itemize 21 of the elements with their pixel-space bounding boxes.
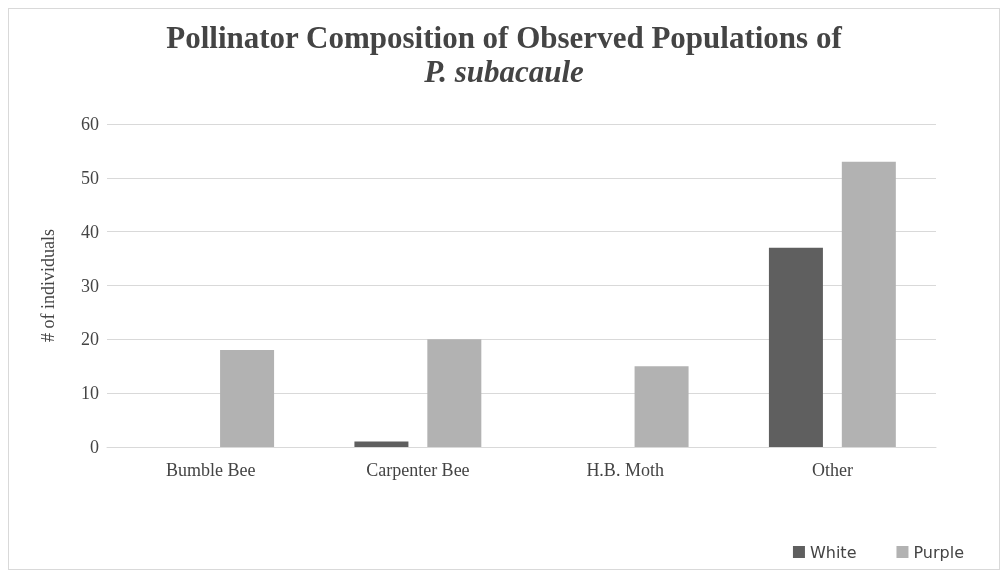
y-tick-label: 20 <box>81 329 99 350</box>
y-axis-title: # of individuals <box>38 229 58 342</box>
bar <box>354 441 409 447</box>
bar <box>634 366 689 447</box>
chart-title: Pollinator Composition of Observed Populations of P. subacaule <box>166 19 843 89</box>
y-tick-label: 10 <box>81 383 99 404</box>
y-tick-label: 40 <box>81 221 99 242</box>
legend-label: Purple <box>913 542 964 562</box>
x-tick-label: Bumble Bee <box>165 460 256 480</box>
x-tick-label: Other <box>811 460 853 480</box>
y-tick-label: 60 <box>81 114 99 134</box>
x-tick-label: H.B. Moth <box>586 460 664 480</box>
legend-label: White <box>809 542 857 562</box>
bar <box>427 339 482 447</box>
bar <box>220 350 275 447</box>
y-tick-label: 0 <box>90 437 99 457</box>
y-tick-label: 50 <box>81 167 99 188</box>
y-tick-label: 30 <box>81 275 99 296</box>
x-tick-label: Carpenter Bee <box>366 460 470 480</box>
bar <box>841 161 896 447</box>
bar <box>768 247 823 447</box>
